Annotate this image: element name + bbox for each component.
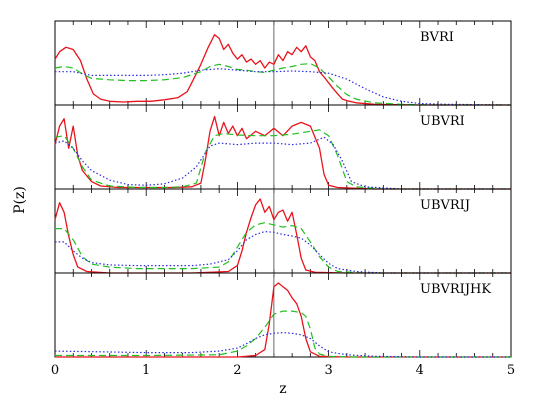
series-line-dashed: [54, 129, 511, 190]
series-line-dashed: [55, 222, 511, 274]
series-line-dotted: [55, 68, 512, 106]
series-line-dotted: [54, 332, 511, 358]
series-line-solid: [54, 198, 511, 274]
x-axis: 0 1 2 3 4 5: [51, 363, 515, 378]
panel-ubvri: UBVRI: [54, 104, 512, 190]
y-axis-label: P(z): [12, 186, 28, 214]
panel-label: UBVRIJ: [420, 198, 470, 213]
series-line-dotted: [54, 136, 511, 190]
series-line-dashed: [54, 63, 511, 106]
series-line-solid: [54, 115, 511, 190]
series-line-dashed: [55, 310, 511, 358]
x-axis-label: z: [279, 381, 286, 397]
panels-layer: BVRI UBVRI UBVRIJ UBVRIJHK: [54, 20, 512, 358]
x-tick-label: 3: [324, 363, 332, 378]
panel-label: BVRI: [420, 30, 454, 45]
panel-bvri: BVRI: [54, 20, 512, 106]
x-tick-label: 0: [51, 363, 59, 378]
series-line-solid: [54, 34, 511, 106]
x-tick-label: 5: [507, 363, 515, 378]
panel-label: UBVRI: [420, 114, 465, 129]
series-line-solid: [55, 282, 511, 358]
x-tick-label: 1: [142, 363, 150, 378]
x-tick-label: 4: [416, 363, 424, 378]
series-line-dotted: [55, 231, 511, 274]
panel-ubvrij: UBVRIJ: [54, 188, 512, 274]
panel-ubvrijhk: UBVRIJHK: [54, 272, 512, 358]
panel-label: UBVRIJHK: [420, 282, 491, 297]
panel-frame: [54, 272, 512, 358]
x-tick-label: 2: [233, 363, 241, 378]
